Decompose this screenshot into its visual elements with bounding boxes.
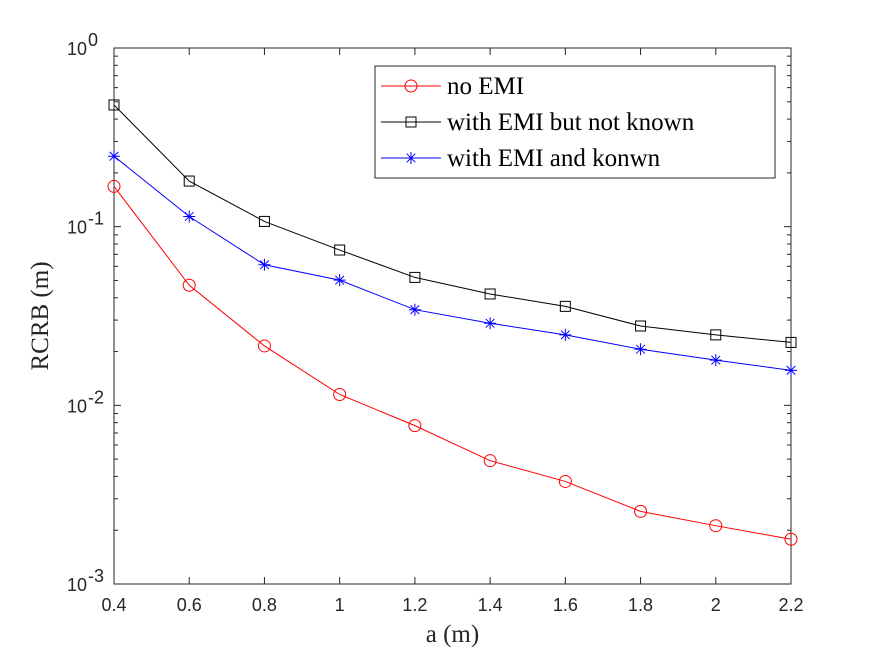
plot-area [113, 47, 792, 585]
legend-label: with EMI but not known [447, 109, 695, 136]
data-point [409, 271, 421, 283]
y-tick-label: 10 [67, 396, 87, 416]
data-point [333, 274, 346, 287]
series-circle [107, 179, 798, 546]
x-tick-label: 0.4 [101, 595, 126, 615]
series-square [108, 99, 797, 348]
x-axis-label: a (m) [426, 621, 479, 648]
legend-marker [405, 116, 417, 128]
series-asterisk [108, 150, 797, 377]
y-tick-exponent: -1 [88, 209, 104, 229]
x-tick-label: 1.6 [553, 595, 578, 615]
data-point [709, 519, 723, 533]
x-tick-label: 0.8 [252, 595, 277, 615]
series-line [113, 104, 792, 343]
data-point [183, 210, 196, 223]
legend-entry: with EMI but not known [381, 109, 695, 136]
y-tick-exponent: -2 [88, 387, 104, 407]
series-line [113, 155, 792, 371]
data-point [484, 317, 497, 330]
minor-tick-marks [114, 55, 791, 531]
data-point [257, 339, 271, 353]
x-tick-label: 2 [711, 595, 721, 615]
legend-label: no EMI [447, 73, 524, 100]
data-point [634, 343, 647, 356]
legend-entry: no EMI [381, 73, 524, 100]
data-point [183, 175, 195, 187]
data-point [333, 387, 347, 401]
data-point [408, 303, 421, 316]
data-point [258, 215, 270, 227]
y-tick-exponent: -3 [88, 566, 104, 586]
legend-entry: with EMI and konwn [381, 145, 661, 172]
data-point [334, 244, 346, 256]
data-point [408, 419, 422, 433]
data-point [559, 300, 571, 312]
x-tick-label: 1.2 [402, 595, 427, 615]
series-layer [107, 99, 798, 546]
data-point [483, 454, 497, 468]
y-tick-exponent: 0 [88, 30, 98, 50]
data-point [785, 364, 797, 377]
legend-label: with EMI and konwn [447, 145, 661, 172]
data-point [258, 258, 271, 271]
series-line [113, 186, 792, 540]
legend-marker [405, 152, 417, 164]
x-tick-label: 1.4 [478, 595, 503, 615]
x-tick-label: 2.2 [778, 595, 803, 615]
data-point [784, 532, 798, 546]
x-axis: 0.4 0.6 0.8 1 1.2 1.4 1.6 1.8 2 2.2 [101, 48, 804, 615]
data-point [108, 150, 120, 163]
y-tick-label: 10 [67, 39, 87, 59]
y-axis-label: RCRB (m) [27, 261, 54, 370]
data-point [634, 504, 648, 518]
data-point [785, 336, 797, 348]
legend: no EMI with EMI but not known with EMI and… [374, 65, 776, 179]
y-tick-label: 10 [67, 575, 87, 595]
y-tick-label: 10 [67, 218, 87, 238]
legend-marker [404, 79, 418, 93]
data-point [709, 354, 722, 367]
data-point [108, 99, 120, 111]
data-point [182, 278, 196, 292]
data-point [558, 474, 572, 488]
plot-frame [113, 47, 792, 585]
data-point [559, 328, 572, 341]
data-point [710, 329, 722, 341]
legend-box [374, 65, 776, 179]
data-point [635, 320, 647, 332]
x-tick-label: 1 [335, 595, 345, 615]
x-tick-label: 1.8 [628, 595, 653, 615]
x-tick-label: 0.6 [177, 595, 202, 615]
data-point [484, 288, 496, 300]
data-point [107, 179, 121, 193]
